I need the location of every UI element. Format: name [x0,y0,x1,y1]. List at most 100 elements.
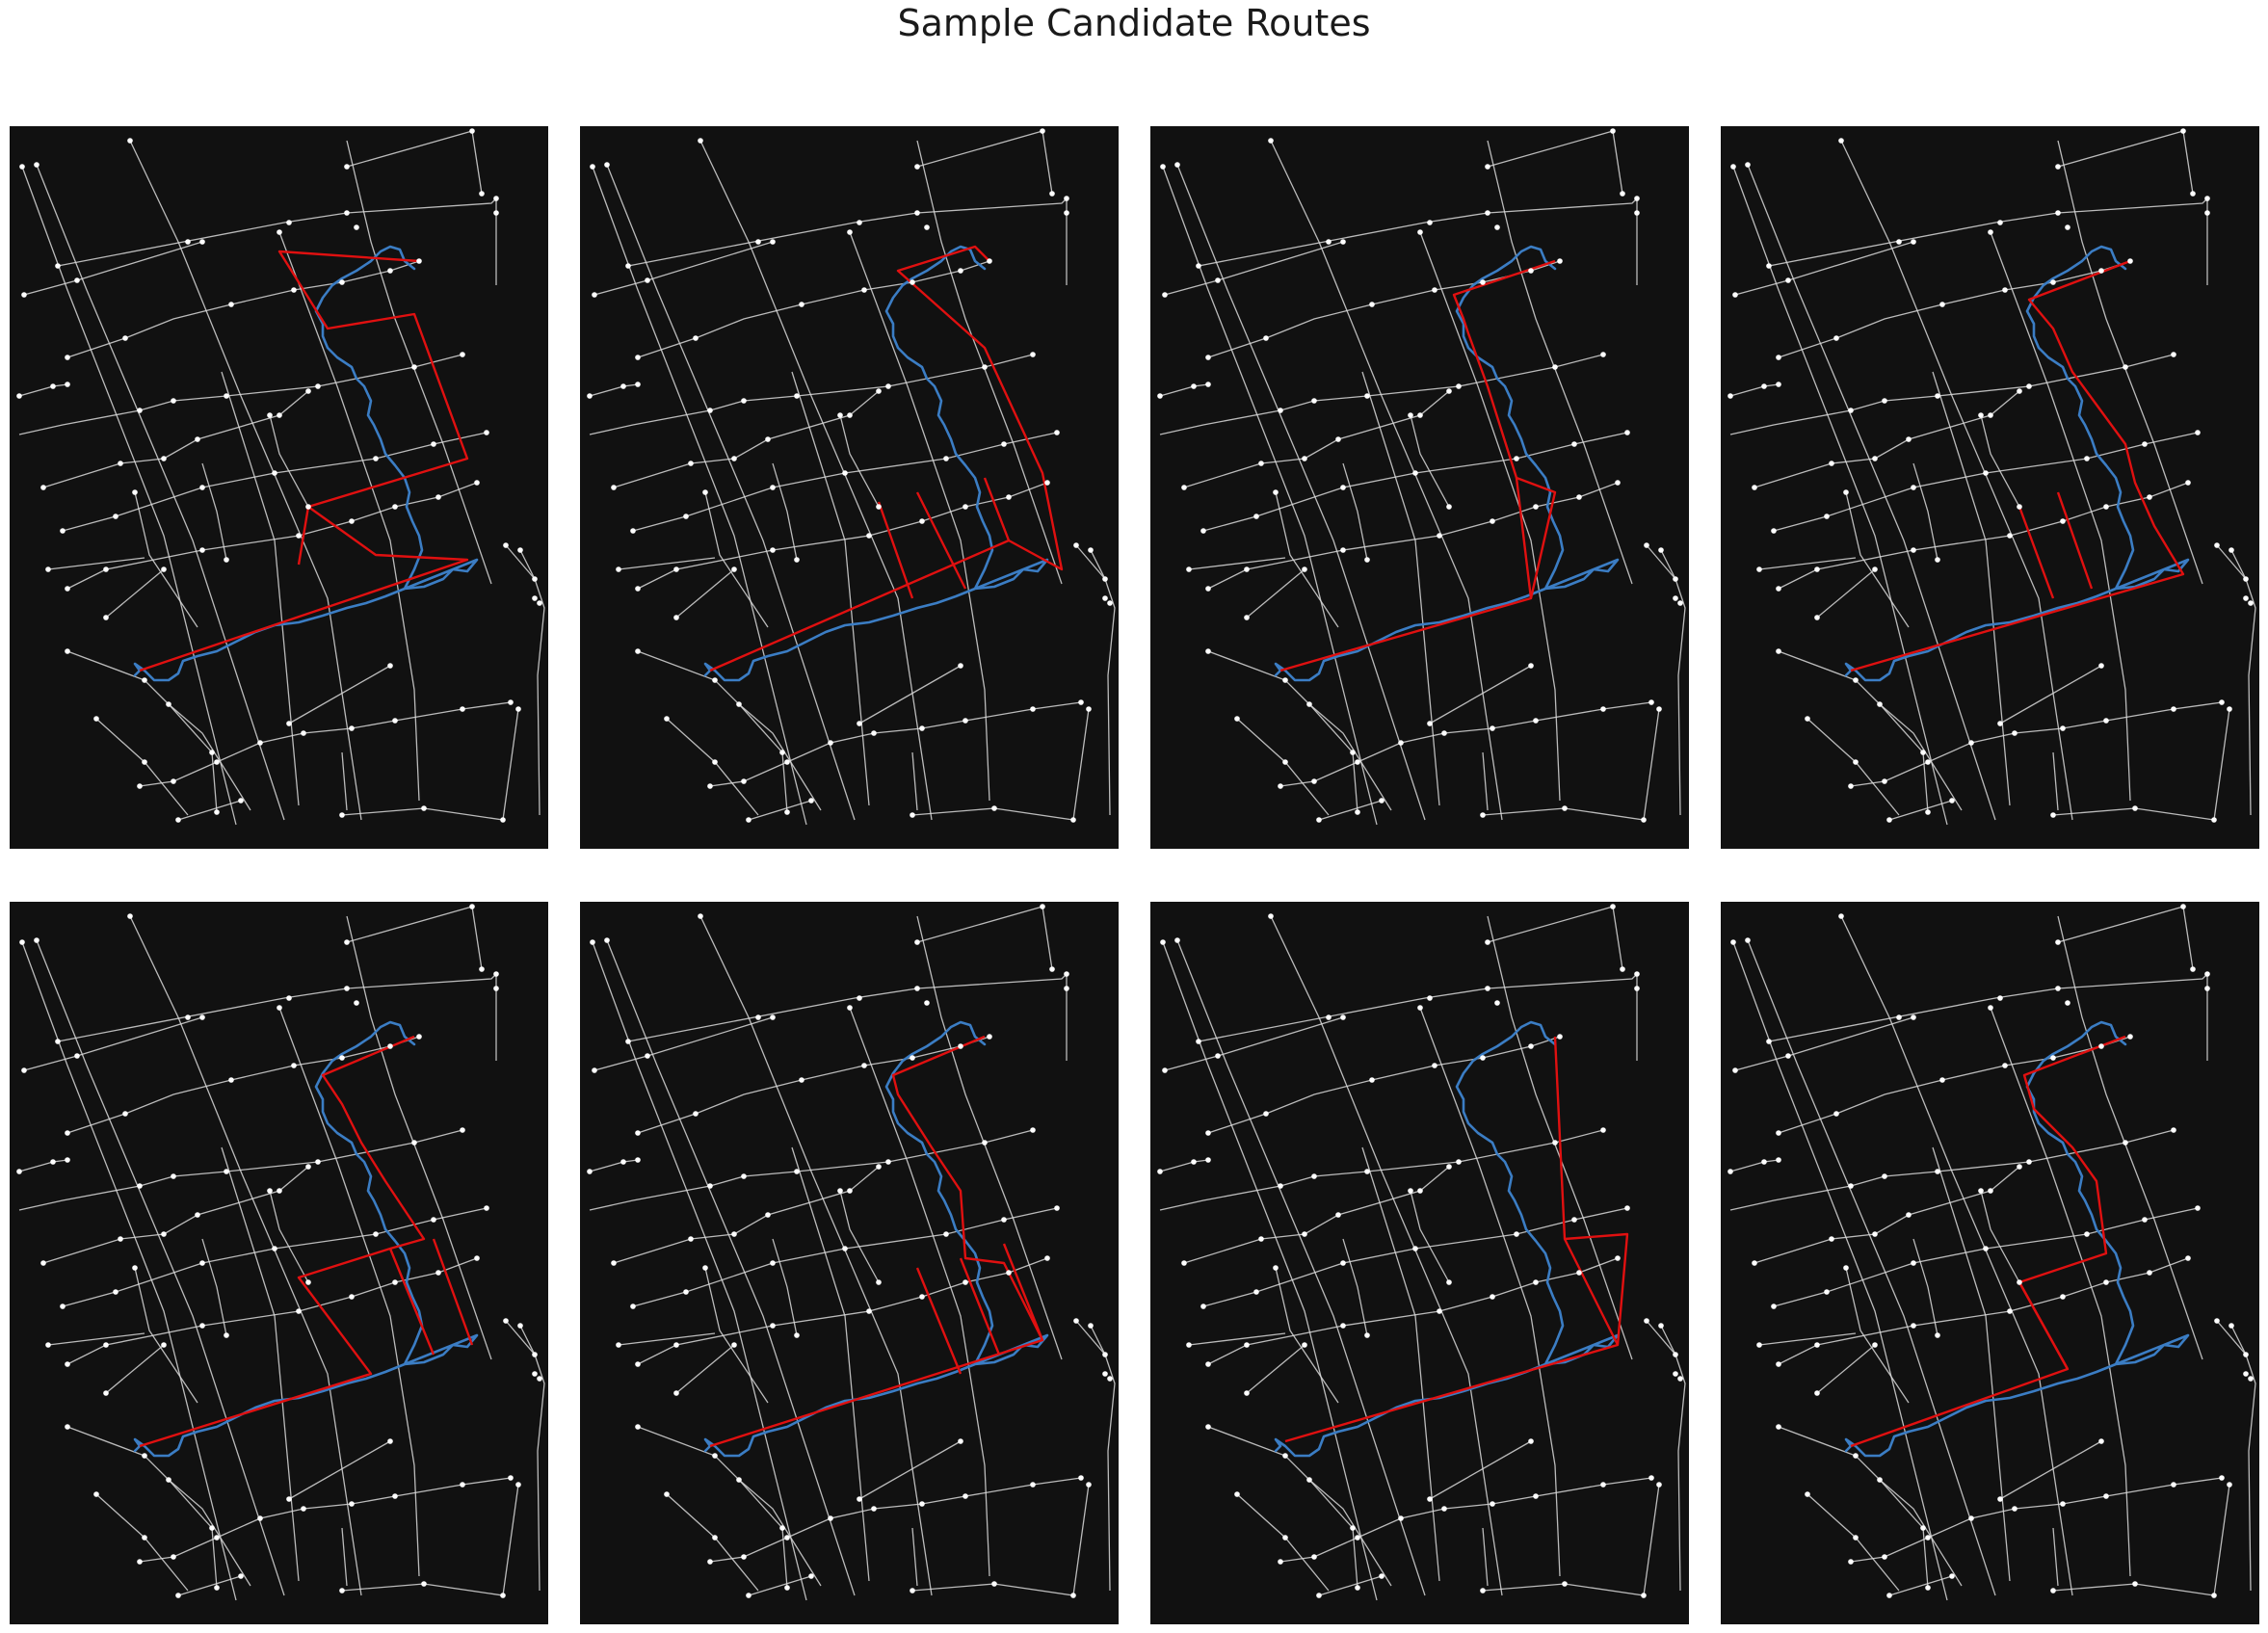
street-edge [1747,164,1996,821]
street-edge [2052,1484,2230,1596]
intersection-node [1533,1279,1539,1285]
street-edge [858,665,962,724]
street-edge [911,1527,918,1587]
intersection-node [808,798,814,803]
street-edge [589,383,639,397]
street-edge [288,665,391,724]
intersection-node [982,364,988,370]
intersection-node [1273,489,1279,495]
intersection-node [1634,196,1640,201]
intersection-node [387,1043,393,1049]
intersection-node [1064,210,1069,216]
street-edge [346,906,473,943]
intersection-node [1949,1573,1955,1579]
intersection-node [731,566,737,572]
intersection-node [746,1593,752,1598]
intersection-node [1730,164,1736,170]
intersection-node [171,1173,176,1179]
intersection-node [479,191,485,197]
intersection-node [1872,456,1878,461]
intersection-node [958,663,963,669]
intersection-node [866,1308,872,1314]
intersection-node [2171,706,2176,712]
intersection-node [339,1588,345,1593]
intersection-node [1102,1371,1108,1377]
intersection-node [1350,750,1356,755]
intersection-node [1882,1173,1887,1179]
intersection-node [1446,1164,1452,1170]
intersection-node [1997,220,2003,225]
candidate-route [1279,259,1557,672]
intersection-node [493,986,499,991]
street-edge [341,708,519,821]
intersection-node [1326,239,1332,245]
street-edge [606,939,856,1596]
street-edge [346,972,497,1061]
intersection-node [731,1342,737,1348]
intersection-node [214,809,220,815]
intersection-node [914,210,920,216]
intersection-node [1848,408,1854,413]
intersection-node [1282,759,1288,765]
intersection-node [1776,1157,1781,1163]
intersection-node [34,937,40,943]
street-edge [1176,939,1426,1596]
street-edge [1419,1007,1561,1577]
intersection-node [770,547,776,553]
street-edge [839,1190,880,1283]
figure-title: Sample Candidate Routes [897,2,1371,44]
intersection-node [2211,817,2217,823]
intersection-node [1316,1593,1322,1598]
intersection-node [532,1371,538,1377]
intersection-node [1244,566,1250,572]
intersection-node [508,699,514,705]
intersection-node [1761,383,1767,389]
intersection-node [127,913,133,919]
street-edge [1159,1159,1209,1172]
street-edge [1778,1036,2131,1134]
intersection-node [65,648,70,654]
intersection-node [712,1535,718,1541]
intersection-node [702,489,708,495]
route-panel-7 [1150,902,1689,1624]
intersection-node [741,398,747,404]
street-edge [1207,482,1619,590]
intersection-node [1181,1260,1187,1266]
intersection-node [871,1506,877,1512]
street-edge [916,906,1043,943]
intersection-node [2228,1323,2234,1329]
intersection-node [103,1342,109,1348]
street-edge [1487,130,1614,168]
intersection-node [1610,128,1616,134]
intersection-node [1843,489,1849,495]
intersection-node [673,1390,679,1396]
intersection-node [2065,224,2070,230]
street-edge [1778,1426,1929,1589]
street-edge [1042,906,1053,970]
intersection-node [1340,1260,1346,1266]
intersection-node [1528,1438,1534,1444]
intersection-node [1814,1342,1820,1348]
intersection-node [1427,220,1433,225]
street-edge [1236,718,1330,816]
intersection-nodes [16,904,542,1598]
intersection-node [349,1294,355,1300]
intersection-node [2204,986,2210,991]
intersection-node [1641,1593,1647,1598]
intersection-node [837,1188,843,1194]
intersection-node [305,388,311,394]
street-edge [618,1332,716,1346]
intersection-node [1441,730,1447,736]
intersection-node [1533,718,1539,724]
intersection-node [736,701,742,707]
intersection-node [885,1159,891,1165]
intersection-node [1040,128,1045,134]
street-edge [2057,906,2184,943]
street-edge [738,1479,822,1587]
street-edge [1732,941,1948,1601]
intersection-node [2228,547,2234,553]
intersection-node [65,1361,70,1367]
intersection-node [712,759,718,765]
intersection-node [1877,1477,1883,1483]
intersection-node [1088,547,1094,553]
